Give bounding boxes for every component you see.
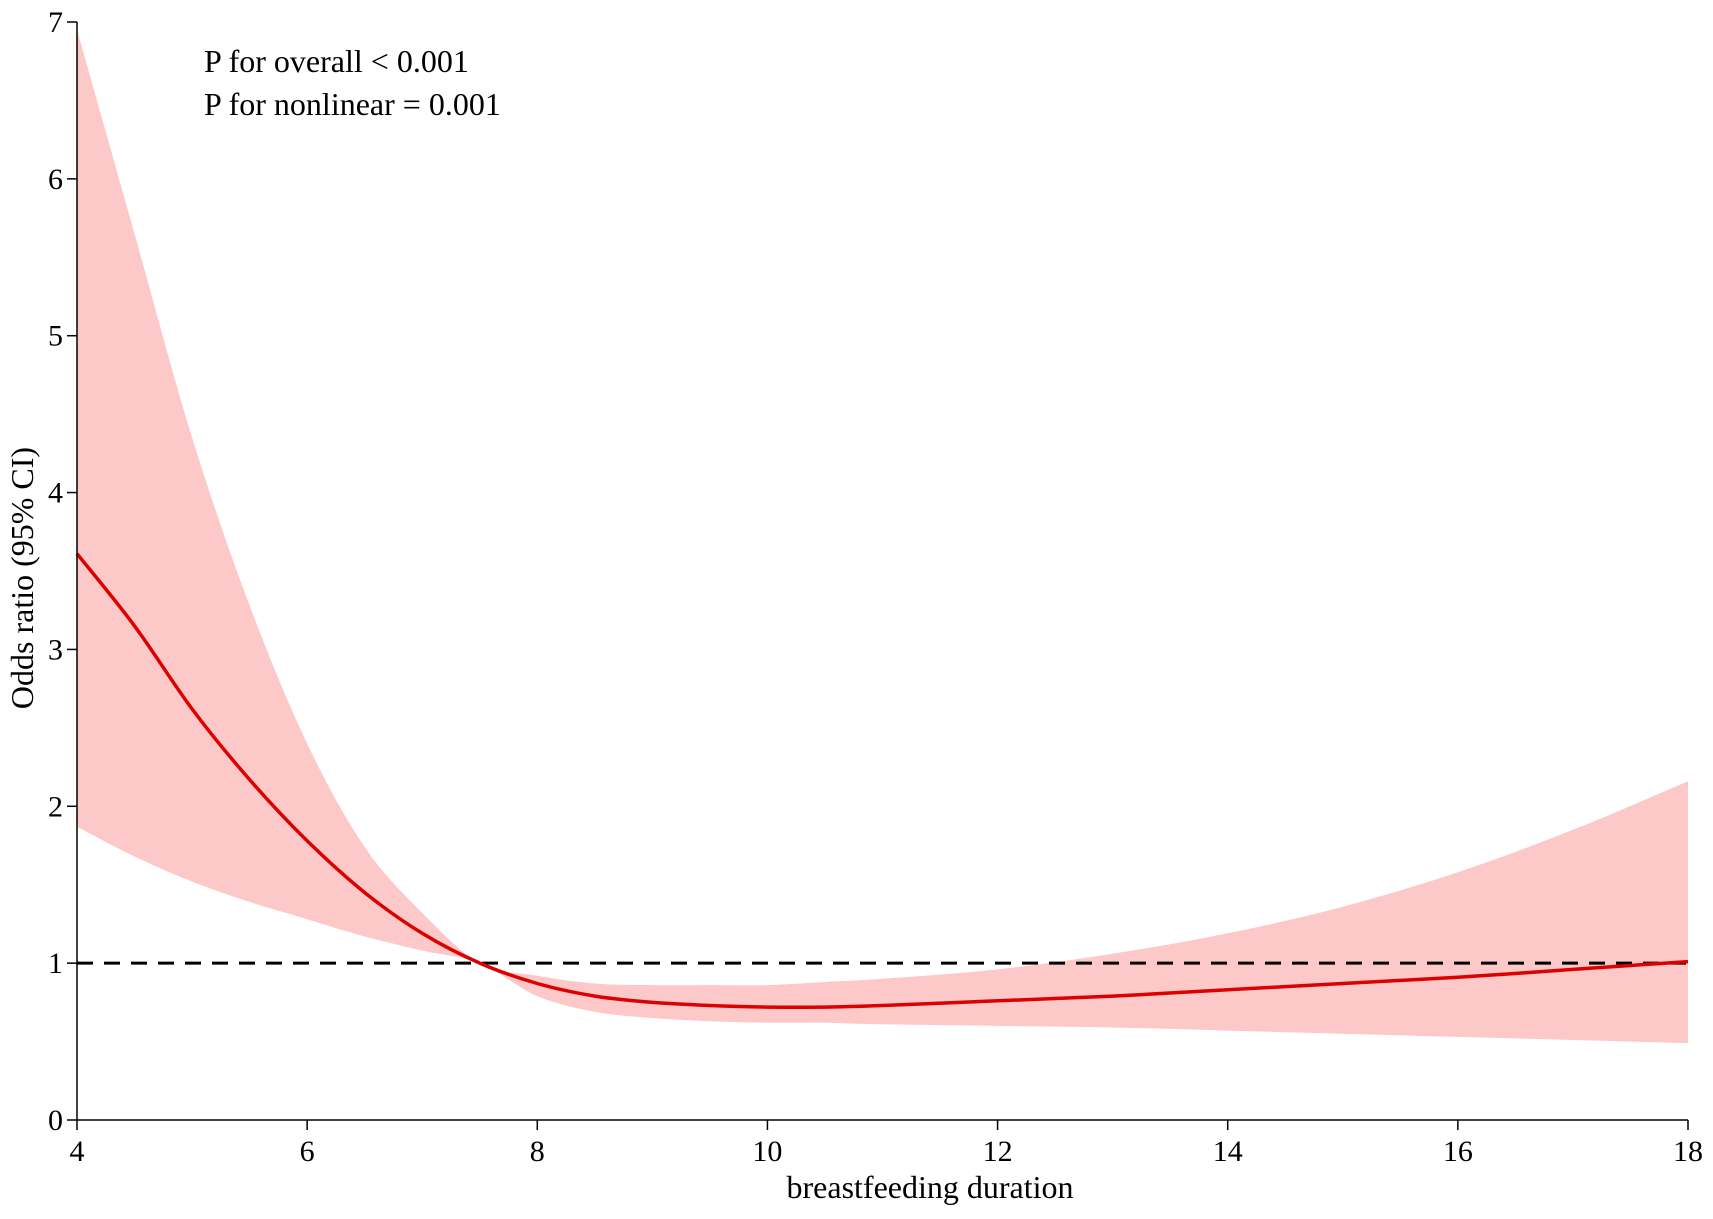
x-axis-label: breastfeeding duration	[787, 1169, 1074, 1205]
y-tick-label: 3	[48, 633, 63, 666]
confidence-band	[77, 29, 1688, 1044]
y-tick-label: 1	[48, 947, 63, 980]
y-tick-label: 0	[48, 1104, 63, 1137]
confidence-band-layer	[77, 29, 1688, 1044]
odds-ratio-line-layer	[75, 552, 1689, 1009]
y-tick-label: 5	[48, 320, 63, 353]
y-tick-label: 2	[48, 790, 63, 823]
x-tick-label: 12	[983, 1135, 1013, 1168]
y-axis-label: Odds ratio (95% CI)	[4, 447, 40, 709]
odds-ratio-line	[75, 552, 1689, 1009]
y-tick-label: 7	[48, 6, 63, 39]
x-axis-ticks: 4 6 8 10 12 14 16 18	[70, 1120, 1703, 1168]
p-overall-annotation: P for overall < 0.001	[204, 43, 469, 79]
y-tick-label: 6	[48, 163, 63, 196]
x-tick-label: 6	[300, 1135, 315, 1168]
axes	[76, 22, 1688, 1121]
x-tick-label: 18	[1673, 1135, 1703, 1168]
x-tick-label: 14	[1213, 1135, 1243, 1168]
y-tick-label: 4	[48, 477, 63, 510]
p-nonlinear-annotation: P for nonlinear = 0.001	[204, 86, 501, 122]
y-axis-ticks: 0 1 2 3 4 5 6 7	[48, 6, 77, 1137]
x-tick-label: 8	[530, 1135, 545, 1168]
x-tick-label: 10	[752, 1135, 782, 1168]
x-tick-label: 4	[70, 1135, 85, 1168]
x-tick-label: 16	[1443, 1135, 1473, 1168]
